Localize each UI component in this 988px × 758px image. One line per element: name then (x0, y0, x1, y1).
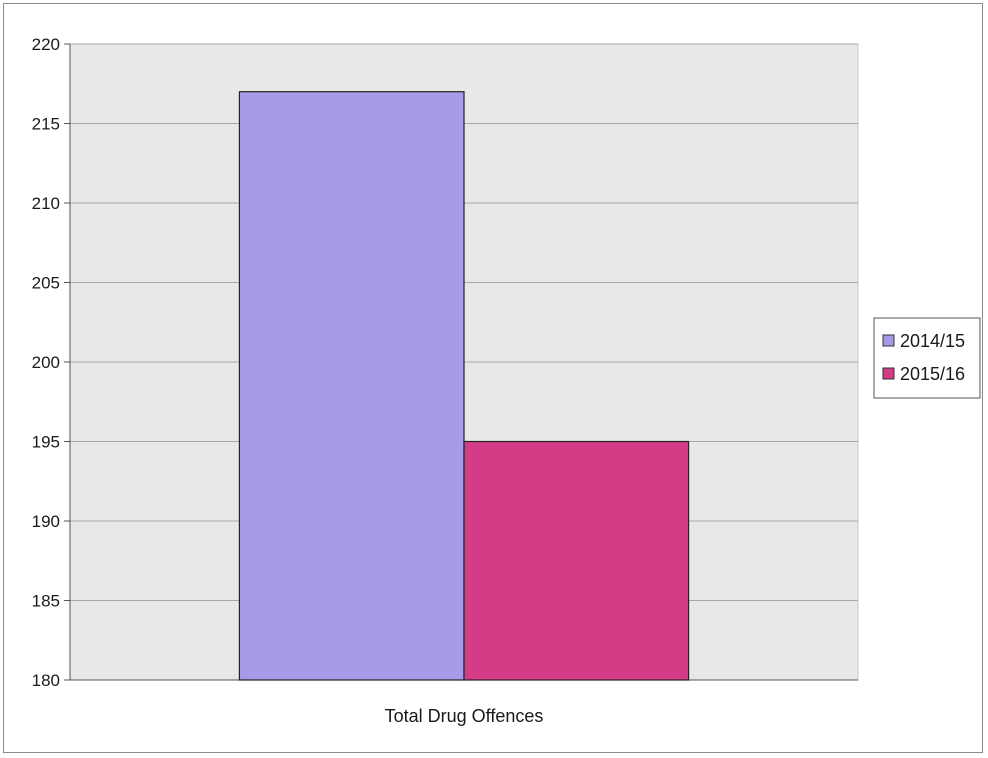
y-tick-label: 220 (32, 35, 60, 54)
bar-2015-16 (463, 440, 690, 681)
legend-swatch (882, 334, 895, 347)
legend-box (873, 317, 981, 399)
y-tick-label: 185 (32, 592, 60, 611)
legend: 2014/15 2015/16 (873, 317, 981, 399)
y-tick-label: 195 (32, 433, 60, 452)
legend-label: 2014/15 (900, 331, 965, 351)
bars (238, 91, 690, 681)
y-tick-label: 190 (32, 512, 60, 531)
y-tick-label: 205 (32, 274, 60, 293)
y-tick-label: 180 (32, 671, 60, 690)
y-axis: 180 185 190 195 200 205 210 215 220 (32, 35, 858, 690)
category-label: Total Drug Offences (385, 706, 544, 726)
legend-swatch (882, 367, 895, 380)
legend-label: 2015/16 (900, 364, 965, 384)
y-tick-label: 200 (32, 353, 60, 372)
y-tick-label: 215 (32, 115, 60, 134)
x-axis: Total Drug Offences (385, 706, 544, 726)
y-tick-label: 210 (32, 194, 60, 213)
bar-2014-15 (238, 91, 465, 681)
